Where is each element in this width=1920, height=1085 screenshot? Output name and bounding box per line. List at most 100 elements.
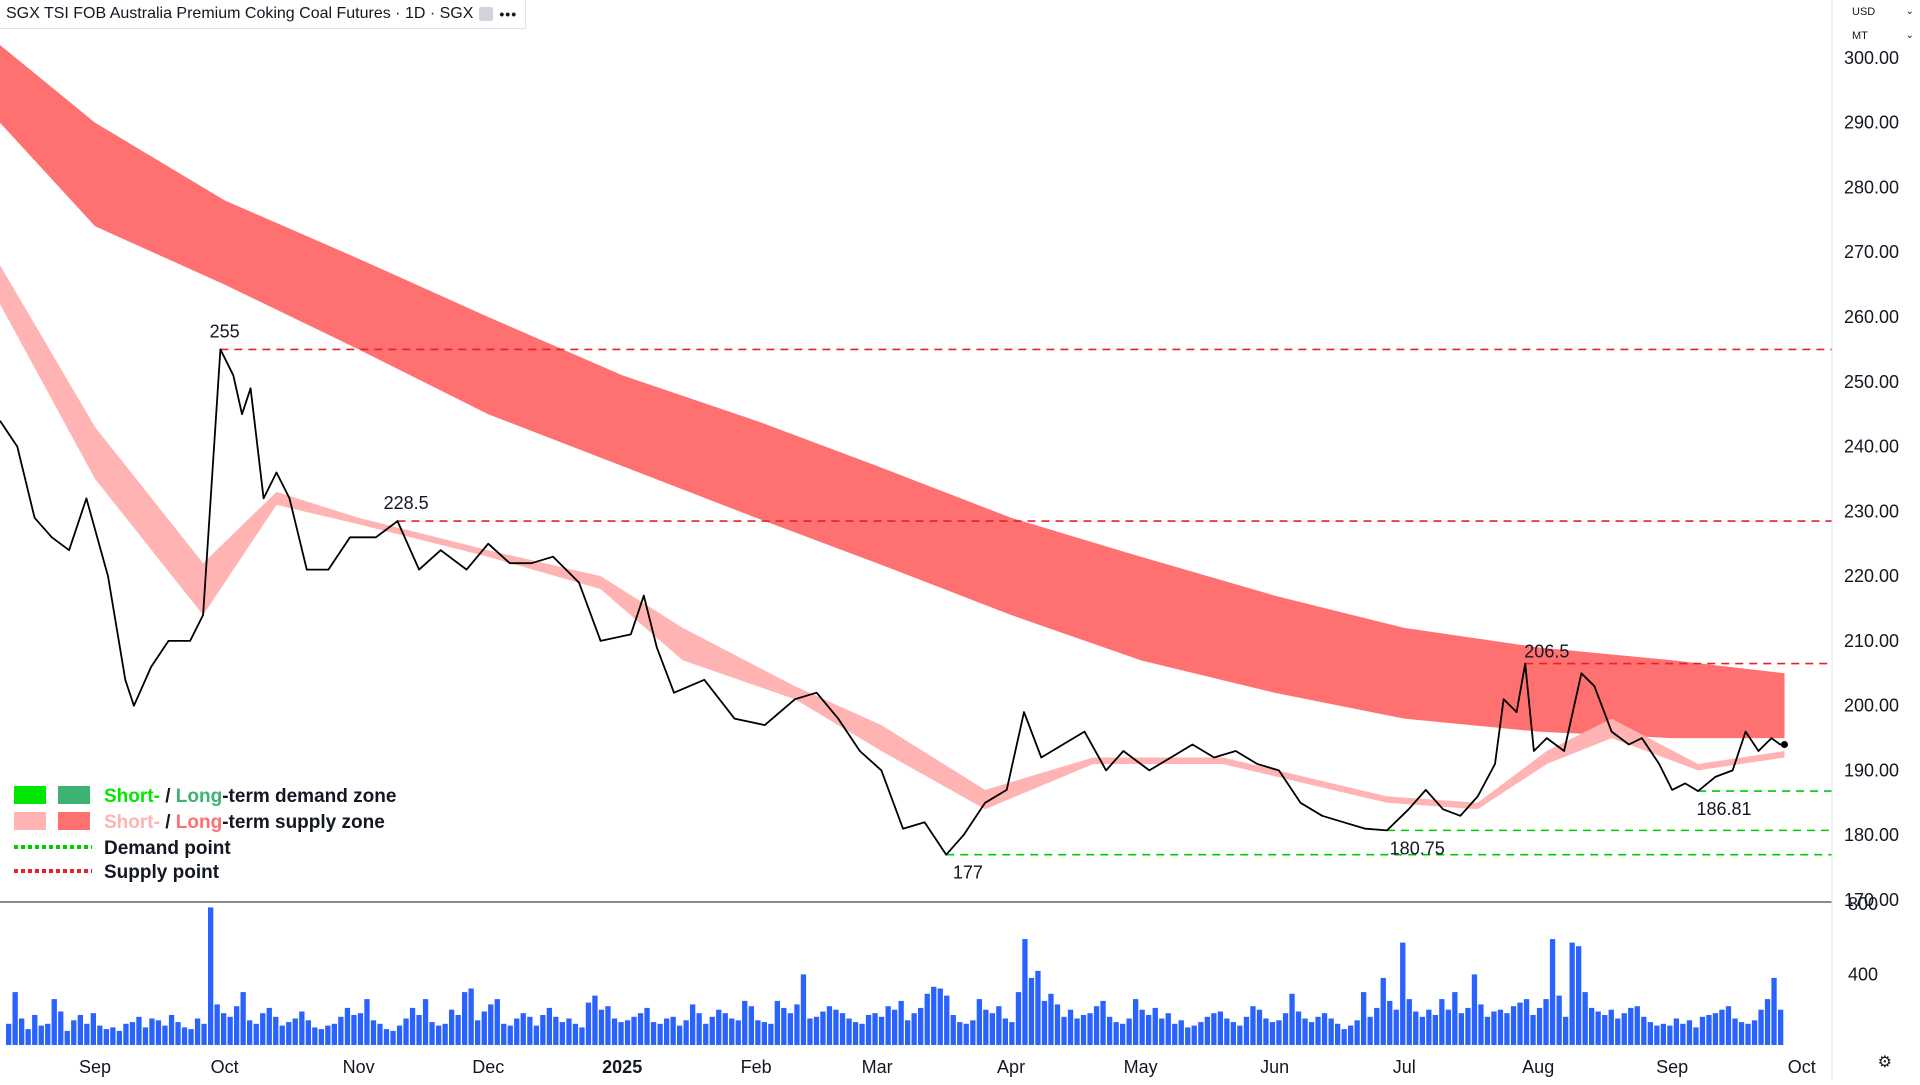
volume-bar — [1074, 1018, 1080, 1045]
volume-bar — [25, 1029, 31, 1045]
currency-selector[interactable]: USD ⌄ — [1844, 6, 1920, 18]
volume-bar — [520, 1013, 526, 1045]
price-annotation: 186.81 — [1696, 799, 1751, 819]
volume-bar — [826, 1006, 833, 1045]
volume-bar — [155, 1020, 162, 1045]
volume-bar — [1719, 1009, 1725, 1045]
volume-bar — [103, 1029, 109, 1045]
volume-bar — [1686, 1020, 1693, 1045]
volume-bar — [1041, 1000, 1048, 1045]
volume-bar — [892, 1009, 898, 1045]
volume-bar — [664, 1018, 670, 1045]
volume-bar — [1120, 1023, 1126, 1045]
volume-bar — [781, 1007, 787, 1045]
volume-bar — [1133, 999, 1139, 1045]
volume-bar — [364, 999, 370, 1045]
volume-bar — [1556, 995, 1562, 1045]
volume-bar — [1615, 1018, 1621, 1045]
volume-bar — [45, 1023, 51, 1045]
volume-bar — [1419, 1016, 1425, 1045]
volume-bar — [1413, 1011, 1419, 1045]
volume-bar — [1680, 1023, 1686, 1045]
volume-bar — [1504, 1013, 1510, 1045]
volume-bar — [1387, 1000, 1393, 1045]
volume-bar — [865, 1015, 872, 1045]
long-term-demand-swatch — [58, 786, 90, 804]
unit-selector[interactable]: MT ⌄ — [1844, 30, 1920, 42]
legend-supply-zone-suffix: -term supply zone — [222, 812, 385, 833]
volume-bar — [1321, 1013, 1328, 1045]
volume-bar — [650, 1022, 657, 1045]
volume-bar — [1778, 1009, 1784, 1045]
volume-bar — [260, 1013, 266, 1045]
last-price-point — [1780, 741, 1788, 749]
volume-bar — [1146, 1015, 1152, 1045]
price-tick-label: 220.00 — [1844, 566, 1899, 586]
long-term-supply-zone — [0, 45, 1785, 739]
time-tick-label: Apr — [997, 1057, 1025, 1077]
symbol-title-bar[interactable]: SGX TSI FOB Australia Premium Coking Coa… — [0, 0, 527, 29]
time-tick-label: Sep — [1656, 1057, 1688, 1077]
time-tick-label: Jul — [1393, 1057, 1416, 1077]
volume-bar — [1367, 1016, 1373, 1045]
volume-bar — [1269, 1022, 1276, 1045]
volume-bar — [787, 1013, 793, 1045]
time-tick-label: 2025 — [602, 1057, 642, 1077]
volume-bar — [84, 1023, 90, 1045]
volume-bar — [631, 1016, 637, 1045]
more-options-button[interactable]: ••• — [499, 6, 518, 22]
volume-bar — [64, 1030, 70, 1045]
volume-bar — [944, 995, 950, 1045]
volume-bar — [1172, 1023, 1178, 1045]
volume-bar — [390, 1030, 396, 1045]
volume-bar — [71, 1020, 77, 1045]
volume-bar — [624, 1020, 631, 1045]
volume-bar — [957, 1022, 963, 1045]
volume-bar — [357, 1013, 364, 1045]
volume-bar — [1426, 1009, 1432, 1045]
volume-bar — [729, 1018, 735, 1045]
volume-bar — [598, 1009, 605, 1045]
time-tick-label: Oct — [211, 1057, 239, 1077]
legend-supply-zone: Short- / Long-term supply zone — [104, 812, 385, 833]
volume-bar — [370, 1020, 377, 1045]
volume-bar — [579, 1027, 585, 1045]
volume-bar — [559, 1022, 565, 1045]
volume-bar — [1126, 1018, 1132, 1045]
volume-bar — [709, 1016, 715, 1045]
volume-bar — [403, 1018, 409, 1045]
volume-bar — [1087, 1013, 1093, 1045]
symbol-title[interactable]: SGX TSI FOB Australia Premium Coking Coa… — [6, 5, 474, 22]
volume-bar — [312, 1027, 318, 1045]
volume-bar — [839, 1013, 846, 1045]
volume-bar — [735, 1020, 741, 1045]
volume-bar — [963, 1023, 969, 1045]
volume-bar — [1100, 1000, 1106, 1045]
volume-bar — [1224, 1018, 1230, 1045]
visibility-icon[interactable] — [479, 7, 494, 21]
volume-bar — [1198, 1022, 1204, 1045]
volume-bar — [1563, 1016, 1569, 1045]
long-term-supply-swatch — [58, 812, 90, 830]
volume-bar — [462, 992, 468, 1045]
legend-demand-zone-short: Short- — [104, 786, 160, 807]
volume-bar — [1002, 1018, 1008, 1045]
volume-bar — [1282, 1013, 1289, 1045]
volume-bar — [116, 1030, 122, 1045]
volume-bar — [1185, 1027, 1191, 1045]
price-tick-label: 270.00 — [1844, 242, 1899, 262]
volume-bar — [683, 1020, 689, 1045]
short-term-demand-swatch — [14, 786, 46, 804]
volume-bar — [1093, 1006, 1100, 1045]
chart-settings-icon[interactable]: ⚙ — [1877, 1054, 1892, 1071]
volume-bar — [898, 1000, 904, 1045]
volume-bar — [1465, 1007, 1471, 1045]
volume-bar — [846, 1018, 852, 1045]
chevron-down-icon: ⌄ — [1905, 6, 1914, 17]
volume-bar — [742, 1000, 748, 1045]
volume-bar — [1015, 992, 1022, 1045]
legend-demand-zone-slash: / — [160, 786, 176, 807]
volume-bar — [1028, 977, 1035, 1045]
